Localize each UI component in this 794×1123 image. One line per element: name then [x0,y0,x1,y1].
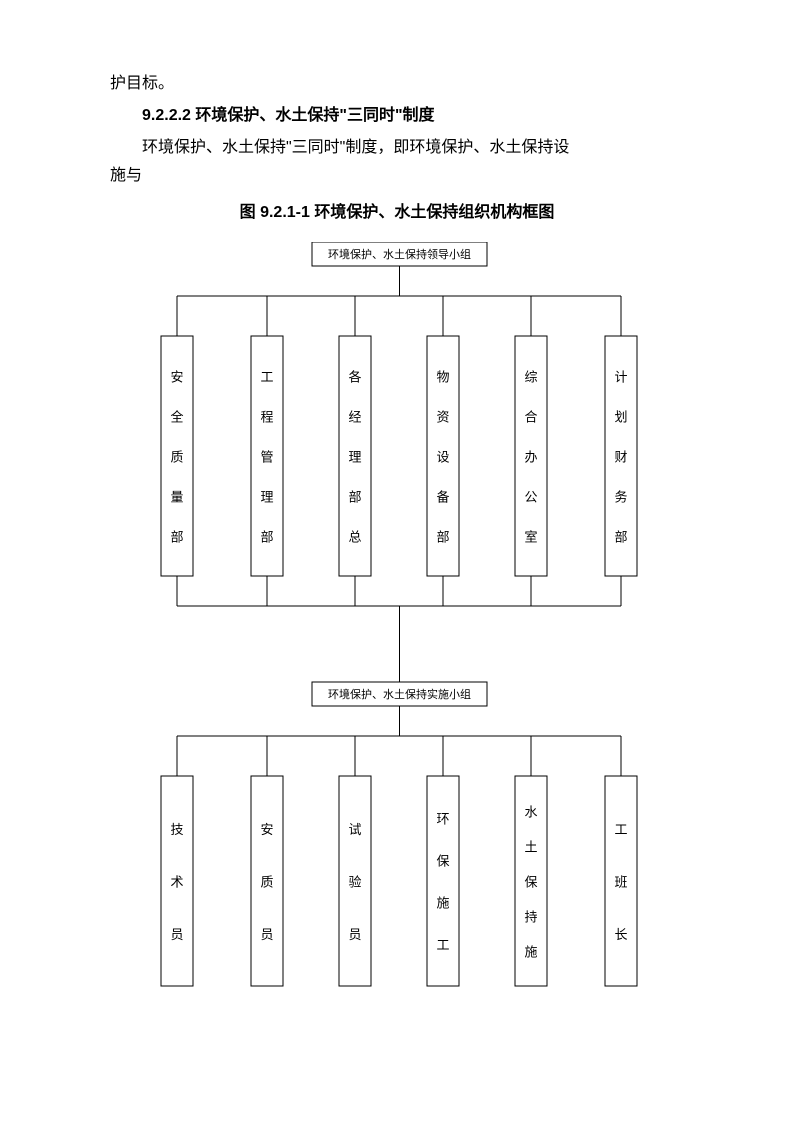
svg-text:设: 设 [436,449,449,464]
svg-text:部: 部 [348,489,361,504]
svg-text:理: 理 [260,489,273,504]
svg-text:保: 保 [436,853,449,868]
svg-text:全: 全 [170,409,183,424]
svg-text:环境保护、水土保持领导小组: 环境保护、水土保持领导小组 [328,247,471,261]
svg-text:班: 班 [614,874,627,889]
svg-text:保: 保 [524,874,537,889]
svg-text:员: 员 [348,927,361,942]
svg-text:理: 理 [348,449,361,464]
svg-text:物: 物 [436,369,449,384]
svg-text:量: 量 [170,489,183,504]
svg-text:工: 工 [614,822,627,837]
svg-text:综: 综 [524,369,537,384]
svg-text:经: 经 [348,409,361,424]
section-heading: 9.2.2.2 环境保护、水土保持"三同时"制度 [110,102,684,130]
svg-text:管: 管 [260,449,273,464]
svg-text:质: 质 [170,449,183,464]
svg-text:财: 财 [614,449,627,464]
svg-text:质: 质 [260,874,273,889]
svg-text:务: 务 [614,489,627,504]
svg-text:总: 总 [348,529,361,544]
body-line-1: 护目标。 [110,70,684,98]
svg-text:部: 部 [260,529,273,544]
svg-text:安: 安 [260,822,273,837]
svg-text:安: 安 [170,369,183,384]
svg-text:术: 术 [170,874,183,889]
org-chart: 环境保护、水土保持领导小组安全质量部工程管理部各经理部总物资设备部综合办公室计划… [117,242,677,1012]
svg-text:工: 工 [436,937,449,952]
svg-text:水: 水 [524,804,537,819]
svg-text:资: 资 [436,409,449,424]
svg-text:各: 各 [348,369,361,384]
svg-text:部: 部 [170,529,183,544]
svg-text:长: 长 [614,927,627,942]
svg-text:程: 程 [260,409,273,424]
svg-text:土: 土 [524,839,537,854]
svg-text:验: 验 [348,874,361,889]
svg-text:环境保护、水土保持实施小组: 环境保护、水土保持实施小组 [328,687,471,701]
body-line-2: 环境保护、水土保持"三同时"制度，即环境保护、水土保持设 [110,134,684,162]
svg-text:施: 施 [524,944,537,959]
body-line-3: 施与 [110,162,684,190]
svg-text:员: 员 [260,927,273,942]
svg-text:持: 持 [524,909,537,924]
figure-title: 图 9.2.1-1 环境保护、水土保持组织机构框图 [110,198,684,222]
svg-text:试: 试 [348,822,361,837]
svg-text:工: 工 [260,369,273,384]
svg-text:办: 办 [524,449,537,464]
svg-text:员: 员 [170,927,183,942]
svg-text:公: 公 [524,489,537,504]
svg-text:环: 环 [436,811,449,826]
svg-text:施: 施 [436,895,449,910]
svg-text:计: 计 [614,369,627,384]
svg-text:备: 备 [436,489,449,504]
svg-text:部: 部 [614,529,627,544]
svg-text:室: 室 [524,529,537,544]
svg-text:部: 部 [436,529,449,544]
svg-text:技: 技 [170,822,183,837]
svg-text:合: 合 [524,409,537,424]
svg-text:划: 划 [614,409,627,424]
